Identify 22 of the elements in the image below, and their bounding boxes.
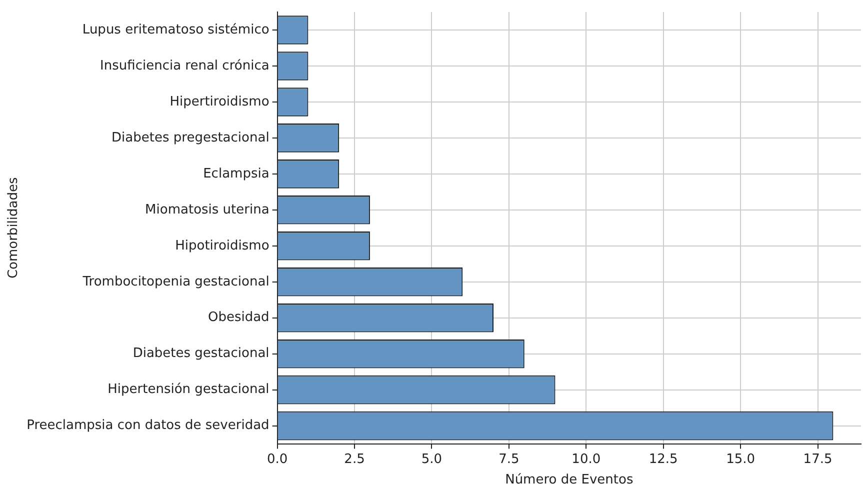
- y-axis-title: Comorbilidades: [6, 177, 22, 279]
- y-tick-label: Diabetes pregestacional: [112, 130, 270, 146]
- y-tick-label: Hipertensión gestacional: [108, 382, 270, 398]
- y-tick-label: Lupus eritematoso sistémico: [82, 22, 270, 38]
- x-tick-label: 10.0: [572, 452, 601, 467]
- x-tick-label: 17.5: [803, 452, 832, 467]
- x-tick-label: 0.0: [266, 452, 288, 467]
- x-tick-label: 5.0: [421, 452, 442, 467]
- y-tick-label: Miomatosis uterina: [145, 202, 270, 218]
- x-tick-label: 2.5: [344, 452, 365, 467]
- x-tick-label: 12.5: [648, 452, 678, 467]
- y-tick-label: Preeclampsia con datos de severidad: [26, 418, 270, 434]
- x-tick-label: 15.0: [726, 452, 756, 467]
- y-tick-label: Insuficiencia renal crónica: [100, 58, 270, 74]
- y-tick-label: Diabetes gestacional: [132, 346, 270, 362]
- y-tick-label: Hipotiroidismo: [175, 238, 270, 254]
- y-tick-label: Obesidad: [208, 310, 270, 326]
- y-tick-label: Eclampsia: [203, 166, 270, 182]
- x-tick-label: 7.5: [498, 452, 520, 467]
- x-axis-title: Número de Eventos: [505, 472, 634, 488]
- y-tick-label: Hipertiroidismo: [170, 94, 270, 110]
- y-tick-label: Trombocitopenia gestacional: [82, 274, 270, 290]
